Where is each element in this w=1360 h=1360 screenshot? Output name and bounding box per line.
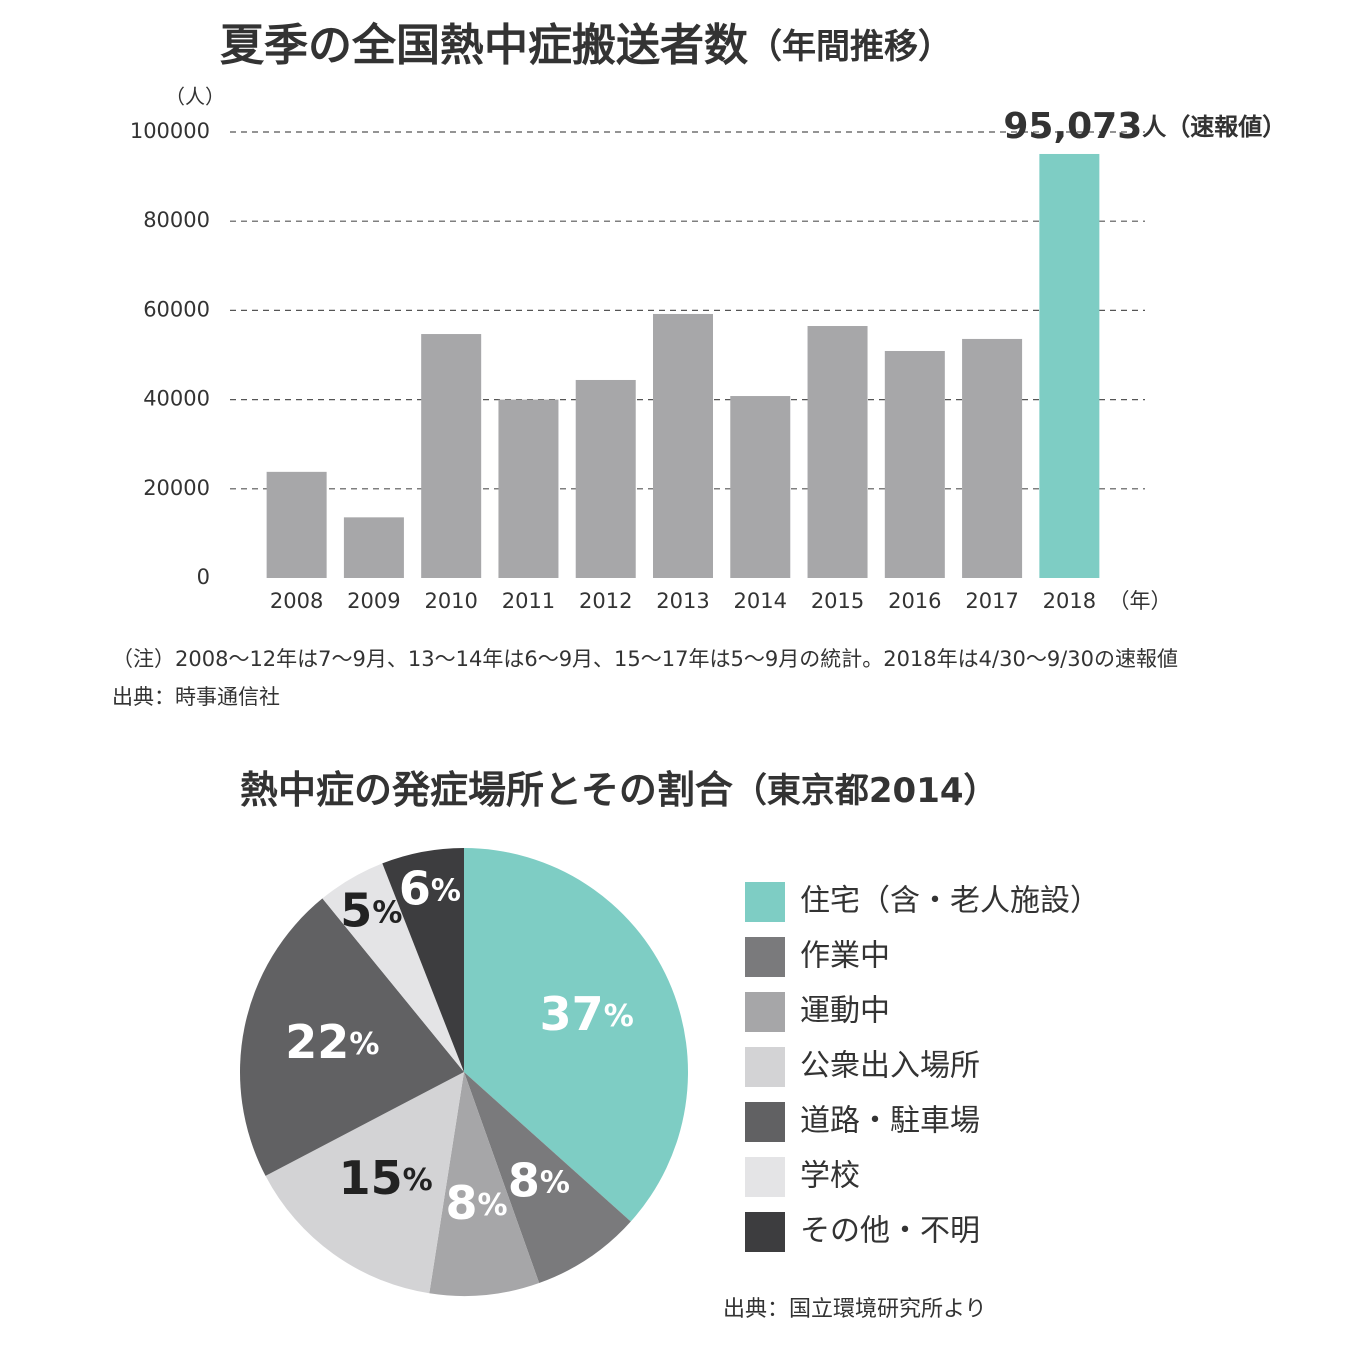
pie-slice	[464, 1072, 631, 1284]
pie-slice	[240, 898, 464, 1176]
subtitle: （東京都2014）	[733, 771, 998, 811]
legend-swatch	[745, 992, 785, 1032]
y-tick-label: 0	[197, 565, 210, 589]
x-tick-label: 2018	[1043, 589, 1096, 613]
y-tick-label: 80000	[143, 208, 210, 232]
subtitle: （年間推移）	[748, 27, 952, 67]
pie-slice	[464, 848, 689, 1222]
title: 夏季の全国熱中症搬送者数	[220, 20, 748, 71]
legend-label: 住宅（含・老人施設）	[800, 884, 1100, 919]
legend-swatch	[745, 1102, 785, 1142]
bar	[343, 517, 404, 578]
chart-title: 夏季の全国熱中症搬送者数（年間推移）	[220, 20, 952, 71]
unit: 人（速報値）	[1142, 113, 1286, 141]
data-label: 6%	[399, 861, 461, 915]
legend-label: その他・不明	[800, 1214, 980, 1249]
label-number: 8	[445, 1175, 477, 1229]
label-unit: %	[403, 1163, 433, 1198]
x-tick-label: 2015	[811, 589, 864, 613]
x-tick-label: 2010	[424, 589, 477, 613]
label-unit: %	[431, 873, 461, 908]
label-unit: %	[540, 1165, 570, 1200]
bar	[884, 350, 945, 578]
legend-swatch	[745, 1157, 785, 1197]
data-label: 8%	[508, 1153, 570, 1207]
source: 出典：時事通信社	[112, 685, 280, 709]
legend-label: 作業中	[800, 939, 890, 974]
pie-slice	[429, 1072, 540, 1296]
legend-label: 道路・駐車場	[800, 1104, 980, 1139]
source: 出典：国立環境研究所より	[723, 1297, 987, 1322]
bar	[807, 326, 868, 578]
label-number: 5	[340, 883, 372, 937]
legend-label: 公衆出入場所	[800, 1049, 980, 1084]
y-tick-label: 40000	[143, 387, 210, 411]
legend-swatch	[745, 937, 785, 977]
bar	[653, 313, 713, 578]
y-tick-label: 20000	[143, 476, 210, 500]
x-tick-label: 2012	[579, 589, 632, 613]
bar	[575, 379, 636, 578]
y-axis-label: （人）	[165, 85, 225, 109]
bar	[730, 396, 791, 578]
legend-swatch	[745, 1212, 785, 1252]
x-tick-label: 2014	[734, 589, 787, 613]
bar	[266, 471, 327, 578]
pie-slice	[322, 863, 464, 1072]
data-label: 5%	[340, 883, 402, 937]
legend-label: 運動中	[800, 994, 890, 1029]
x-tick-label: 2011	[502, 589, 555, 613]
label-unit: %	[604, 999, 634, 1034]
x-axis-label: （年）	[1109, 589, 1172, 613]
bar	[1039, 153, 1100, 578]
x-tick-label: 2009	[347, 589, 400, 613]
label-number: 37	[540, 987, 604, 1041]
legend-swatch	[745, 1047, 785, 1087]
title: 熱中症の発症場所とその割合	[240, 768, 733, 812]
bar	[962, 338, 1023, 578]
label-number: 22	[285, 1015, 349, 1069]
pie-slice	[382, 848, 464, 1072]
bar	[498, 399, 559, 578]
bar	[421, 334, 482, 578]
pie-slice	[265, 1072, 464, 1294]
data-label: 22%	[285, 1015, 379, 1069]
data-label: 8%	[445, 1175, 507, 1229]
x-tick-label: 2013	[656, 589, 709, 613]
label-unit: %	[477, 1187, 507, 1222]
chart-title: 熱中症の発症場所とその割合（東京都2014）	[240, 768, 998, 812]
x-tick-label: 2008	[270, 589, 323, 613]
note: （注）2008～12年は7～9月、13～14年は6～9月、15～17年は5～9月…	[112, 647, 1178, 671]
data-label: 37%	[540, 987, 634, 1041]
label-number: 8	[508, 1153, 540, 1207]
y-tick-label: 100000	[130, 119, 210, 143]
x-tick-label: 2016	[888, 589, 941, 613]
value: 95,073	[1003, 106, 1142, 147]
legend-swatch	[745, 882, 785, 922]
label-number: 6	[399, 861, 431, 915]
legend-label: 学校	[800, 1159, 860, 1194]
label-number: 15	[339, 1151, 403, 1205]
value-label: 95,073人（速報値）	[1003, 106, 1286, 147]
data-label: 15%	[339, 1151, 433, 1205]
label-unit: %	[349, 1027, 379, 1062]
x-tick-label: 2017	[965, 589, 1018, 613]
y-tick-label: 60000	[143, 297, 210, 321]
